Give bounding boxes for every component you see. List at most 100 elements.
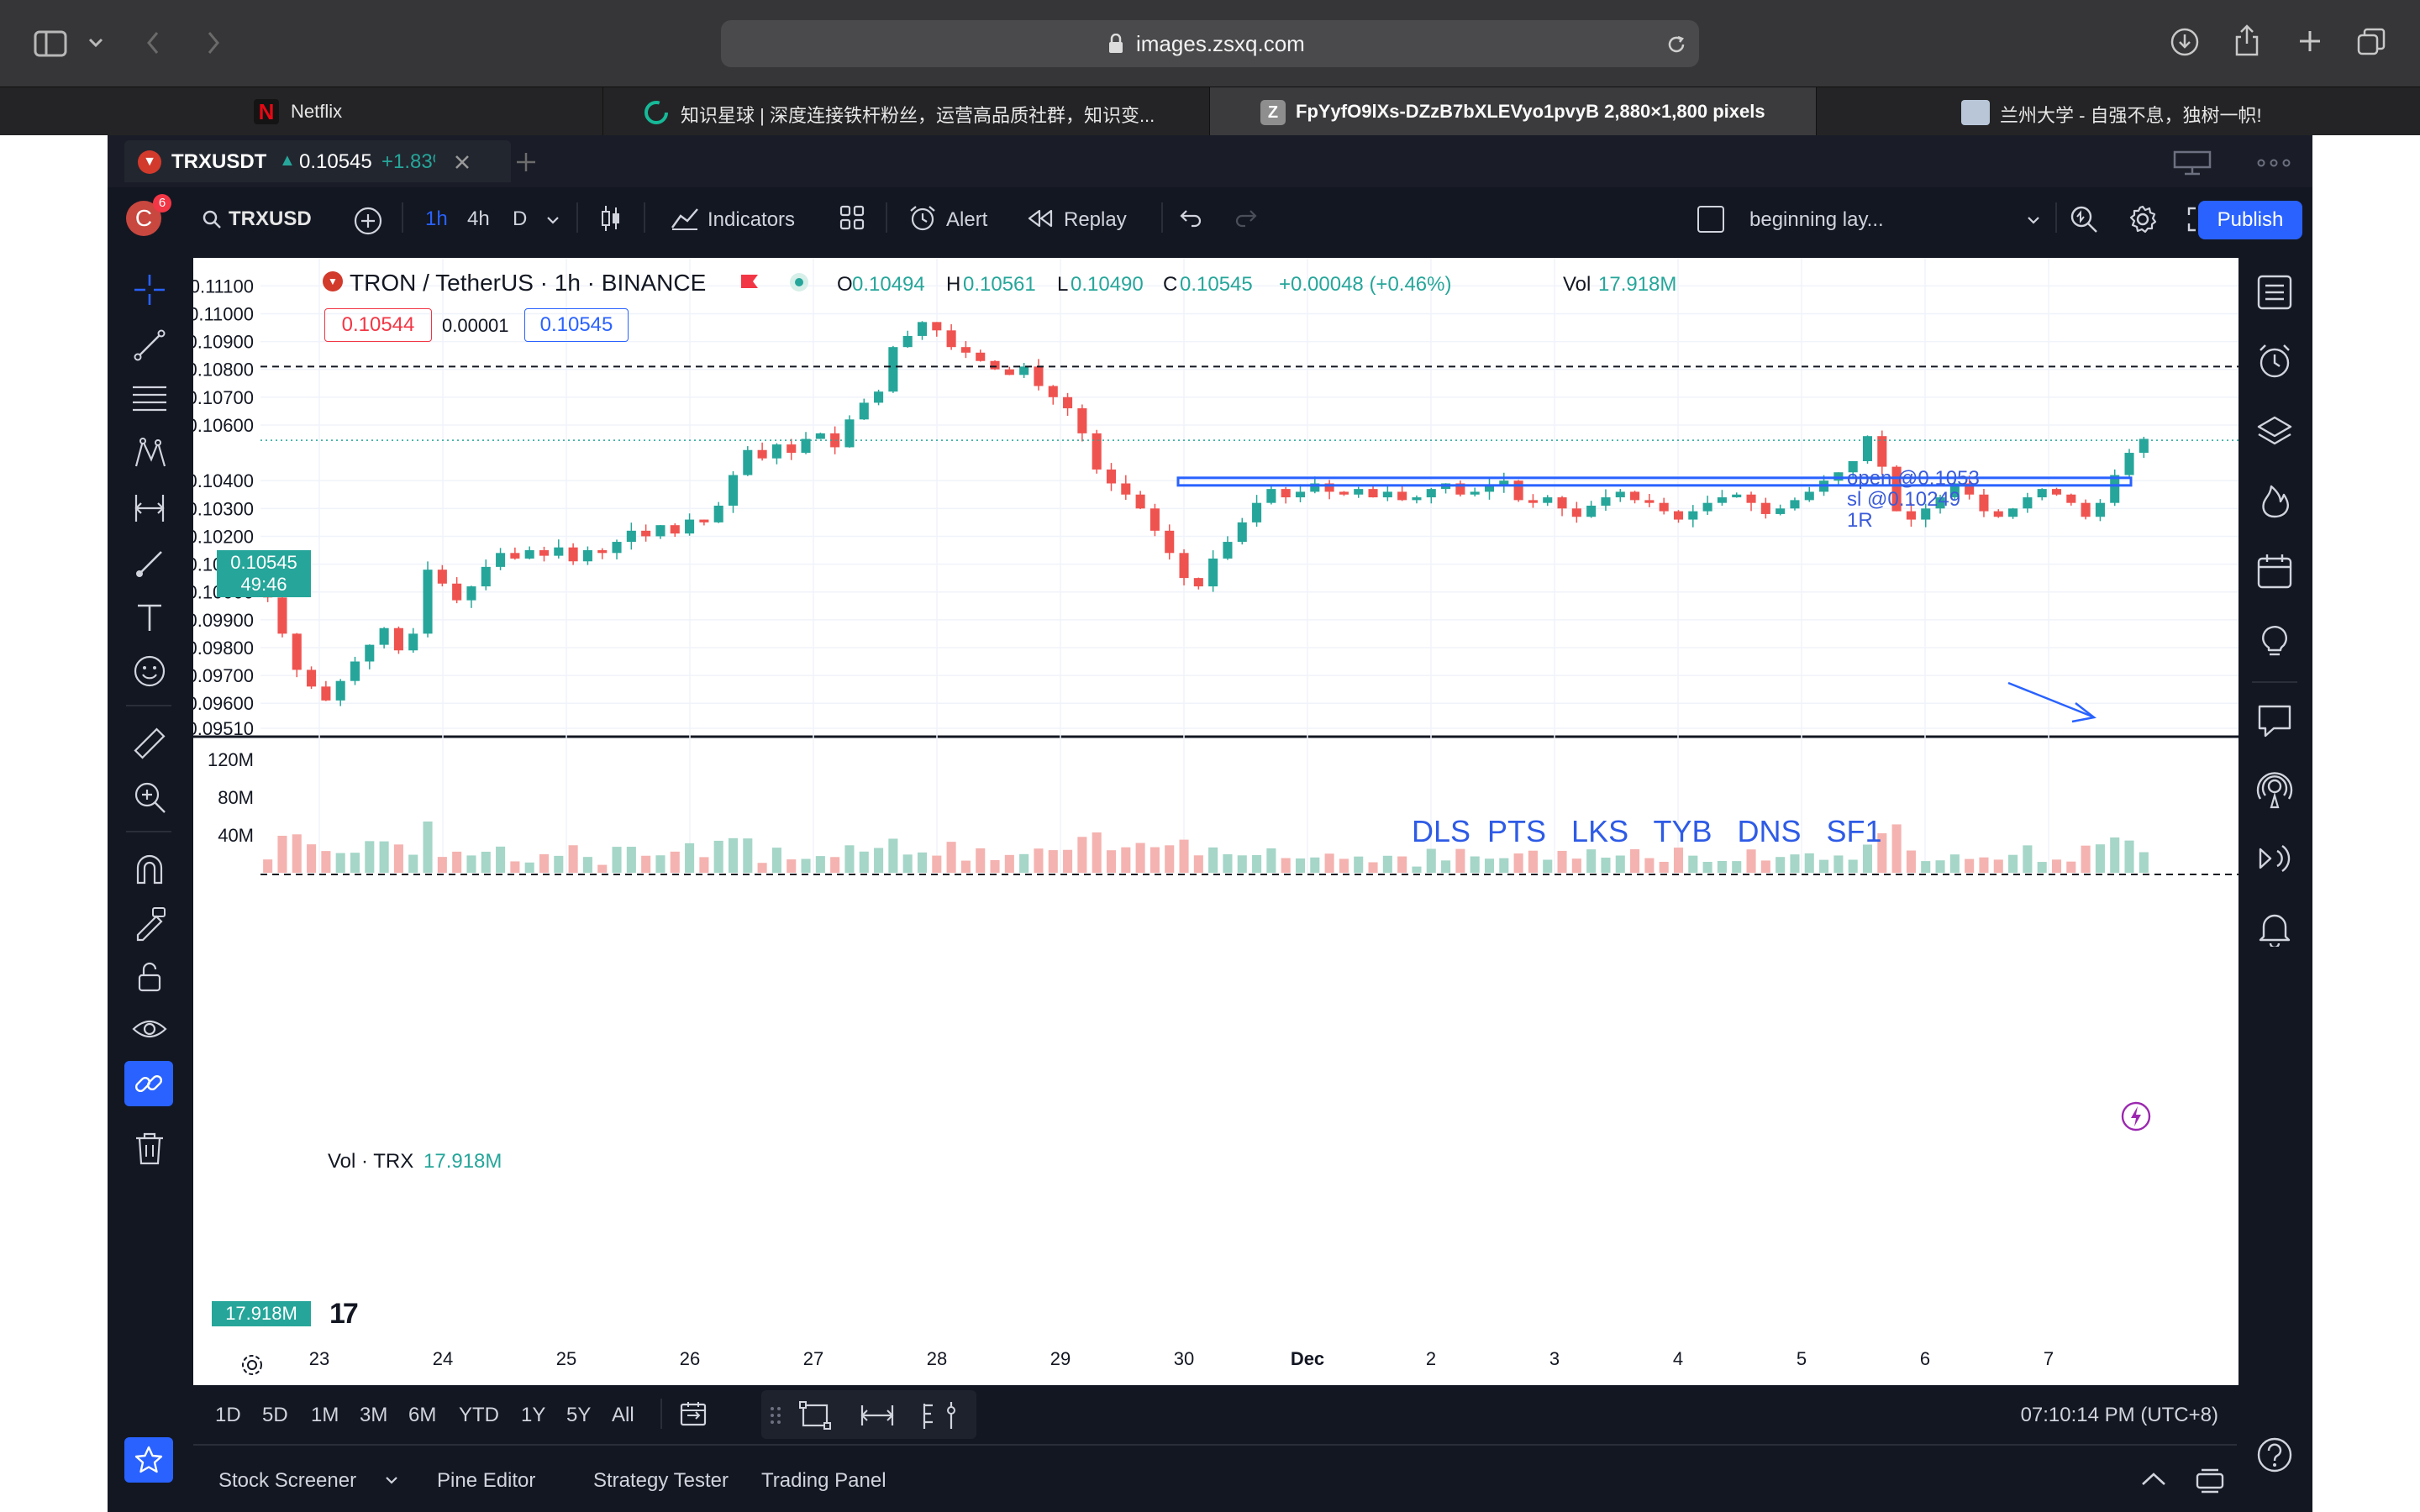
chat-icon[interactable] [2255,701,2294,740]
trash-icon[interactable] [131,1130,168,1167]
range-all[interactable]: All [612,1404,634,1426]
indicators-button[interactable]: Indicators [671,201,822,236]
range-1m[interactable]: 1M [311,1404,339,1426]
text-icon[interactable] [131,599,168,636]
zoom-in-icon[interactable] [131,779,168,816]
fib-retracement-icon[interactable] [131,381,168,417]
layout-selector[interactable]: beginning lay... [1697,201,2042,236]
volume-bar [379,841,389,873]
emoji-icon[interactable] [131,653,168,690]
favorites-button[interactable] [124,1437,173,1483]
more-icon[interactable] [2257,159,2291,167]
lightning-icon[interactable] [2119,1100,2153,1133]
monitor-icon[interactable] [2173,150,2212,176]
tab-stock-screener[interactable]: Stock Screener [218,1469,357,1492]
quick-search-icon[interactable] [2069,204,2099,234]
prediction-measure-icon[interactable] [131,490,168,527]
redo-icon[interactable] [1234,207,1259,228]
chevron-down-icon[interactable] [87,37,104,49]
range-1y[interactable]: 1Y [521,1404,546,1426]
publish-button-visible[interactable]: Publish [2198,201,2302,239]
volume-bar [365,841,375,873]
range-5y[interactable]: 5Y [566,1404,592,1426]
ruler-icon[interactable] [131,725,168,762]
add-tab-icon[interactable] [514,150,538,174]
legend-title[interactable]: TRON / TetherUS · 1h · BINANCE [350,270,707,296]
interval-d[interactable]: D [513,207,528,230]
link-button[interactable] [124,1061,173,1106]
browser-tab-lzu[interactable]: 兰州大学 - 自强不息，独树一帜! [1817,87,2420,136]
chevron-up-icon[interactable] [2139,1471,2168,1488]
signals-icon[interactable] [2255,839,2294,878]
trade-note[interactable]: open @0.1053 sl @0.10249 1R [1847,468,1980,531]
chart-canvas[interactable]: 0.11100 0.11000 0.10900 0.10800 0.10700 0.106… [193,258,2238,1385]
maximize-panel-icon[interactable] [2195,1467,2225,1494]
interval-1h[interactable]: 1h [425,207,448,230]
download-icon[interactable] [2170,27,2200,57]
range-5d[interactable]: 5D [262,1404,288,1426]
streams-icon[interactable] [2255,770,2294,809]
crosshair-icon[interactable] [131,271,168,308]
magnet-icon[interactable] [131,851,168,888]
bid-box[interactable]: 0.10544 [324,308,432,342]
forward-icon[interactable] [205,30,222,55]
symbol-search[interactable]: TRXUSD [202,199,434,238]
go-to-date-icon[interactable] [679,1400,708,1427]
time-tick-label: 25 [556,1348,576,1369]
gear-icon[interactable] [2128,204,2158,234]
spread-value: 0.00001 [442,315,509,336]
back-icon[interactable] [145,30,161,55]
compare-add-icon[interactable] [353,206,383,236]
unlock-icon[interactable] [131,958,168,995]
watchlist-icon[interactable] [2255,273,2294,312]
undo-icon[interactable] [1178,207,1203,228]
browser-tab-netflix[interactable]: N Netflix [0,87,603,136]
tab-pine-editor[interactable]: Pine Editor [437,1469,536,1492]
range-3m[interactable]: 3M [360,1404,388,1426]
brush-icon[interactable] [131,545,168,582]
ticker-note[interactable]: DLS PTS LKS TYB DNS SF1 [1412,814,1882,848]
chart-settings-gear-icon[interactable] [239,1352,266,1378]
notifications-bell-icon[interactable] [2255,908,2294,947]
tab-overview-icon[interactable] [2356,27,2386,57]
long-position-tool-icon[interactable] [918,1399,960,1432]
chevron-down-icon[interactable] [385,1476,398,1484]
layers-icon[interactable] [2255,412,2294,451]
layouts-grid-icon[interactable] [839,204,865,231]
share-icon[interactable] [2233,24,2260,57]
range-6m[interactable]: 6M [408,1404,437,1426]
eye-icon[interactable] [131,1011,168,1047]
hotlist-fire-icon[interactable] [2255,481,2294,520]
calendar-icon[interactable] [2255,552,2294,591]
tv-tab-trxusdt[interactable]: ▼ TRXUSDT ▲ 0.10545 +1.83% [124,140,511,182]
ideas-lightbulb-icon[interactable] [2255,621,2294,659]
interval-4h[interactable]: 4h [467,207,490,230]
rectangle-tool-icon[interactable] [798,1400,832,1431]
clock[interactable]: 07:10:14 PM (UTC+8) [2020,1404,2218,1426]
floating-drawing-toolbar[interactable] [761,1390,976,1439]
reload-icon[interactable] [1665,34,1687,55]
date-range-tool-icon[interactable] [859,1400,896,1431]
candles-icon[interactable] [598,204,623,233]
alerts-clock-icon[interactable] [2255,342,2294,381]
range-1d[interactable]: 1D [215,1404,241,1426]
tab-strategy-tester[interactable]: Strategy Tester [593,1469,729,1492]
ask-box[interactable]: 0.10545 [524,308,629,342]
replay-button[interactable]: Replay [1027,201,1144,236]
browser-tab-zsxq[interactable]: 知识星球 | 深度连接铁杆粉丝，运营高品质社群，知识变... [603,87,1210,136]
alert-button[interactable]: Alert [908,201,1008,236]
volume-bar [1833,855,1844,873]
lock-drawing-icon[interactable] [131,905,168,942]
tab-trading-panel[interactable]: Trading Panel [761,1469,886,1492]
trend-line-icon[interactable] [131,327,168,364]
help-icon[interactable] [2255,1436,2294,1474]
sidebar-toggle-icon[interactable] [34,30,67,57]
drag-handle-icon[interactable] [770,1405,781,1425]
new-tab-icon[interactable] [2297,29,2323,54]
browser-tab-active[interactable]: Z FpYyfO9lXs-DZzB7bXLEVyo1pvyB 2,880×1,8… [1210,87,1817,136]
range-ytd[interactable]: YTD [459,1404,499,1426]
pattern-icon[interactable] [131,434,168,471]
close-icon[interactable] [454,154,471,171]
chevron-down-icon[interactable] [546,216,560,224]
address-bar[interactable]: images.zsxq.com [721,20,1699,67]
